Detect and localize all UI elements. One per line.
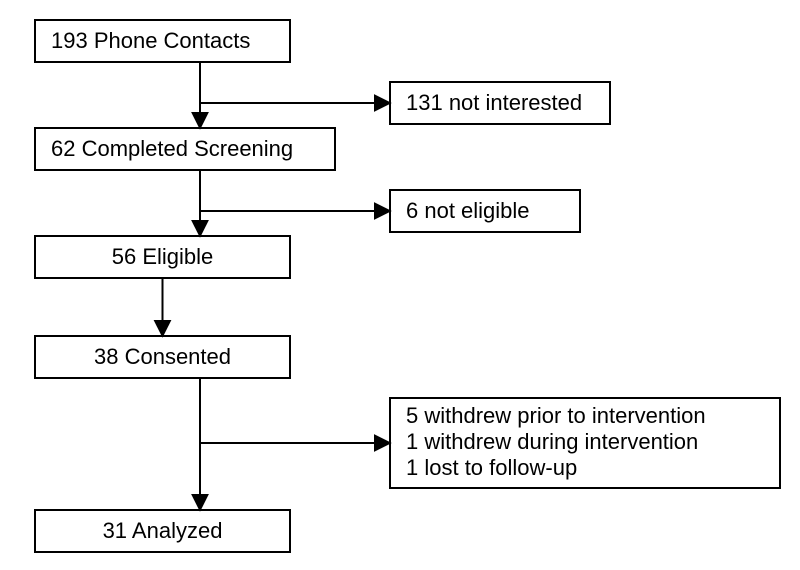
node-completed_screening: 62 Completed Screening — [35, 128, 335, 170]
node-withdrawals: 5 withdrew prior to intervention1 withdr… — [390, 398, 780, 488]
node-analyzed-label: 31 Analyzed — [103, 518, 223, 543]
node-eligible: 56 Eligible — [35, 236, 290, 278]
node-not_interested-label: 131 not interested — [406, 90, 582, 115]
node-consented: 38 Consented — [35, 336, 290, 378]
node-completed_screening-label: 62 Completed Screening — [51, 136, 293, 161]
node-phone_contacts: 193 Phone Contacts — [35, 20, 290, 62]
node-analyzed: 31 Analyzed — [35, 510, 290, 552]
node-withdrawals-line-2: 1 lost to follow-up — [406, 455, 577, 480]
node-not_eligible-label: 6 not eligible — [406, 198, 530, 223]
node-withdrawals-line-1: 1 withdrew during intervention — [406, 429, 698, 454]
node-not_eligible: 6 not eligible — [390, 190, 580, 232]
node-not_interested: 131 not interested — [390, 82, 610, 124]
consort-flow-diagram: 193 Phone Contacts 131 not interested 62 C… — [0, 0, 800, 570]
node-phone_contacts-label: 193 Phone Contacts — [51, 28, 250, 53]
node-withdrawals-line-0: 5 withdrew prior to intervention — [406, 403, 706, 428]
node-consented-label: 38 Consented — [94, 344, 231, 369]
node-eligible-label: 56 Eligible — [112, 244, 214, 269]
